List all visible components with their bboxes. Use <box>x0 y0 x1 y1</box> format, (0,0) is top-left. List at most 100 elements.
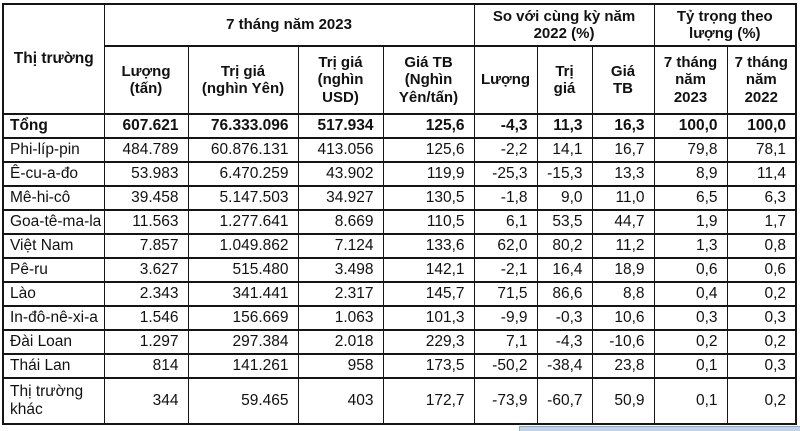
group-header-so-voi-cung-ky: So với cùng kỳ năm 2022 (%) <box>473 3 655 47</box>
cell: 6.470.259 <box>187 161 299 187</box>
cell: 125,6 <box>382 137 475 163</box>
table-row: Tổng 607.621 76.333.096 517.934 125,6 -4,3 11,… <box>2 113 797 139</box>
row-label: Mê-hi-cô <box>2 185 105 211</box>
cell: 1.297 <box>103 329 189 355</box>
cell: 517.934 <box>297 113 384 139</box>
cell: 16,3 <box>591 113 655 139</box>
table-row: Ê-cu-a-đo 53.983 6.470.259 43.902 119,9 -25,3… <box>2 161 797 187</box>
sub-header-gia-tb: Giá TB (Nghìn Yên/tấn) <box>382 45 475 115</box>
cell: 130,5 <box>382 185 475 211</box>
cell: 814 <box>103 353 189 379</box>
cell: 2.018 <box>297 329 384 355</box>
cell: 44,7 <box>591 209 655 235</box>
cell: 297.384 <box>187 329 299 355</box>
cell: 3.498 <box>297 257 384 283</box>
cell: 1.546 <box>103 305 189 331</box>
cell: 6,5 <box>653 185 728 211</box>
cell: 101,3 <box>382 305 475 331</box>
cell: 8.669 <box>297 209 384 235</box>
cell: 100,0 <box>726 113 797 139</box>
cell: 43.902 <box>297 161 384 187</box>
cell: -73,9 <box>473 377 538 425</box>
table-row: Phi-líp-pin 484.789 60.876.131 413.056 125,6… <box>2 137 797 163</box>
cell: 119,9 <box>382 161 475 187</box>
cell: 11,2 <box>591 233 655 259</box>
table-row: In-đô-nê-xi-a 1.546 156.669 1.063 101,3 -9,9-… <box>2 305 797 331</box>
cell: 80,2 <box>536 233 593 259</box>
cell: 5.147.503 <box>187 185 299 211</box>
cell: 0,2 <box>653 329 728 355</box>
cell: 8,9 <box>653 161 728 187</box>
cell: 403 <box>297 377 384 425</box>
cell: 60.876.131 <box>187 137 299 163</box>
cell: -10,6 <box>591 329 655 355</box>
cell: 156.669 <box>187 305 299 331</box>
cell: 484.789 <box>103 137 189 163</box>
row-label: Thị trường khác <box>2 377 105 425</box>
cell: -0,3 <box>536 305 593 331</box>
cell: 1.049.862 <box>187 233 299 259</box>
market-data-table: Thị trường 7 tháng năm 2023 So với cùng … <box>2 3 798 425</box>
cell: 110,5 <box>382 209 475 235</box>
cell: 229,3 <box>382 329 475 355</box>
table-row: Lào 2.343 341.441 2.317 145,7 71,5 86,6 8,8 0,4 0… <box>2 281 797 307</box>
cell: 16,7 <box>591 137 655 163</box>
cell: 50,9 <box>591 377 655 425</box>
row-label: Đài Loan <box>2 329 105 355</box>
cell: 142,1 <box>382 257 475 283</box>
cell: 39.458 <box>103 185 189 211</box>
table-row: Goa-tê-ma-la 11.563 1.277.641 8.669 110,5 6,1… <box>2 209 797 235</box>
cell: 3.627 <box>103 257 189 283</box>
cell: 515.480 <box>187 257 299 283</box>
table-row: Thị trường khác 344 59.465 403 172,7 -73,9 -60… <box>2 377 797 425</box>
cell: -60,7 <box>536 377 593 425</box>
cell: 78,1 <box>726 137 797 163</box>
table-row: Đài Loan 1.297 297.384 2.018 229,3 7,1 -4,3 -10… <box>2 329 797 355</box>
cell: 10,6 <box>591 305 655 331</box>
cell: 86,6 <box>536 281 593 307</box>
cell: 1.277.641 <box>187 209 299 235</box>
sub-header-luong-tan: Lượng (tấn) <box>103 45 189 115</box>
row-label: Phi-líp-pin <box>2 137 105 163</box>
cell: 0,6 <box>726 257 797 283</box>
cell: 0,8 <box>726 233 797 259</box>
cell: 0,3 <box>653 305 728 331</box>
cell: 9,0 <box>536 185 593 211</box>
cell: 11,4 <box>726 161 797 187</box>
cell: 23,8 <box>591 353 655 379</box>
cell: 341.441 <box>187 281 299 307</box>
group-header-7-thang-2023: 7 tháng năm 2023 <box>103 3 475 47</box>
row-label: Lào <box>2 281 105 307</box>
sub-header-tri-gia-yen: Trị giá (nghìn Yên) <box>187 45 299 115</box>
cell: 958 <box>297 353 384 379</box>
cell: 1,7 <box>726 209 797 235</box>
cell: -38,4 <box>536 353 593 379</box>
cell: -4,3 <box>536 329 593 355</box>
sub-header-7-thang-2023: 7 tháng năm 2023 <box>653 45 728 115</box>
cell: 11.563 <box>103 209 189 235</box>
cell: 0,2 <box>726 377 797 425</box>
cell: 1,9 <box>653 209 728 235</box>
table-row: Thái Lan 814 141.261 958 173,5 -50,2 -38,4 23,8… <box>2 353 797 379</box>
table-row: Việt Nam 7.857 1.049.862 7.124 133,6 62,0 80,2… <box>2 233 797 259</box>
cell: 62,0 <box>473 233 538 259</box>
cell: 1,3 <box>653 233 728 259</box>
cell: 59.465 <box>187 377 299 425</box>
cell: 133,6 <box>382 233 475 259</box>
cell: 7.124 <box>297 233 384 259</box>
cell: 6,1 <box>473 209 538 235</box>
cell: 0,2 <box>726 281 797 307</box>
cell: -2,2 <box>473 137 538 163</box>
cell: 145,7 <box>382 281 475 307</box>
table-body: Tổng 607.621 76.333.096 517.934 125,6 -4,3 11,… <box>2 113 797 425</box>
cell: 173,5 <box>382 353 475 379</box>
cell: 76.333.096 <box>187 113 299 139</box>
cell: -15,3 <box>536 161 593 187</box>
cell: 7,1 <box>473 329 538 355</box>
cell: 7.857 <box>103 233 189 259</box>
horizontal-scrollbar[interactable] <box>519 426 800 431</box>
cell: 18,9 <box>591 257 655 283</box>
row-label: Goa-tê-ma-la <box>2 209 105 235</box>
cell: 11,0 <box>591 185 655 211</box>
sub-header-row: Lượng (tấn) Trị giá (nghìn Yên) Trị giá … <box>3 45 797 115</box>
